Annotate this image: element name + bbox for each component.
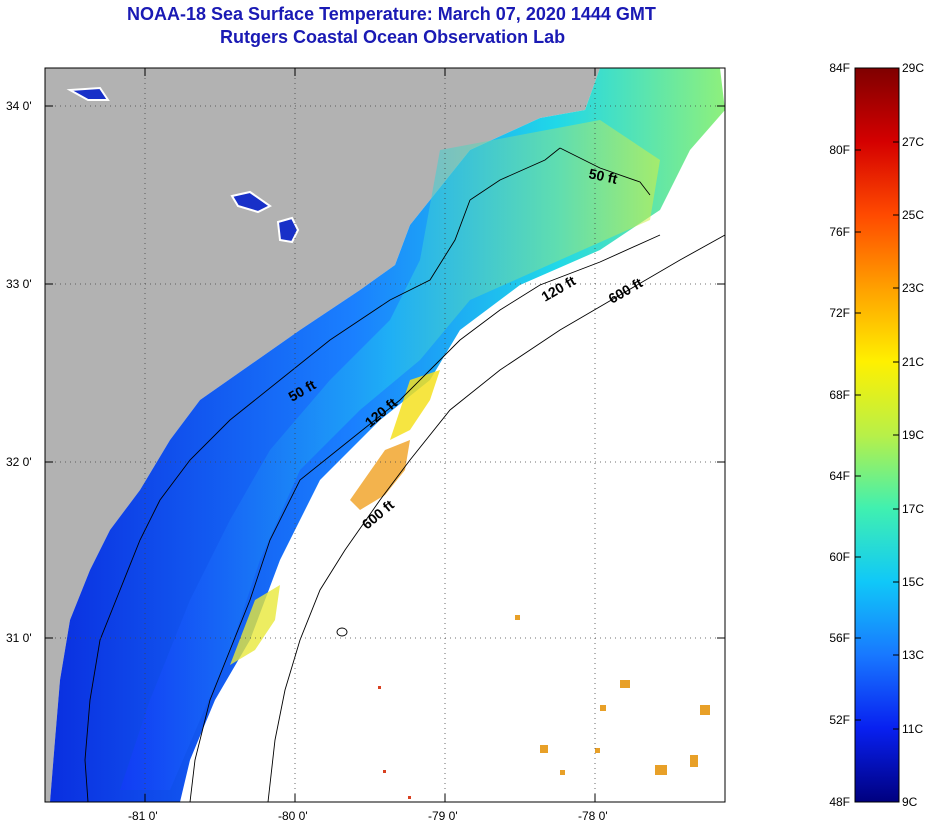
warm-patch xyxy=(390,370,440,440)
lon-label: -80 0' xyxy=(278,809,308,823)
frame-ticks xyxy=(45,68,725,802)
lat-label: 34 0' xyxy=(6,99,32,113)
colorbar-c-label: 23C xyxy=(902,281,924,295)
offshore-red-pixels xyxy=(378,686,411,799)
colorbar-c-label: 21C xyxy=(902,355,924,369)
colorbar-c-label: 25C xyxy=(902,208,924,222)
colorbar-f-label: 60F xyxy=(829,550,850,564)
colorbar-f-label: 48F xyxy=(829,795,850,809)
map-frame xyxy=(44,67,726,803)
isobath-600ft xyxy=(267,234,725,802)
isobath-label: 50 ft xyxy=(587,165,619,187)
colorbar-f-label: 68F xyxy=(829,388,850,402)
lon-label: -79 0' xyxy=(428,809,458,823)
colorbar-f-label: 84F xyxy=(829,61,850,75)
colorbar-f-label: 80F xyxy=(829,143,850,157)
colorbar-c-label: 11C xyxy=(902,722,923,736)
sst-shelf xyxy=(120,120,660,790)
lon-label: -81 0' xyxy=(128,809,158,823)
offshore-warm-pixels xyxy=(515,615,710,775)
colorbar-f-label: 64F xyxy=(829,469,850,483)
colorbar-c-label: 27C xyxy=(902,135,924,149)
map-subtitle: Rutgers Coastal Ocean Observation Lab xyxy=(220,27,566,47)
inland-lake xyxy=(66,86,110,101)
graticule xyxy=(45,68,725,802)
warm-patch xyxy=(230,585,280,665)
colorbar-f-label: 76F xyxy=(829,225,850,239)
colorbar-c-label: 17C xyxy=(902,502,924,516)
inland-lake xyxy=(230,190,272,214)
colorbar-f-label: 52F xyxy=(829,713,850,727)
isobath-50ft xyxy=(84,147,651,802)
seamount-contour xyxy=(336,627,348,637)
colorbar-f-label: 56F xyxy=(829,631,850,645)
colorbar-c-label: 9C xyxy=(902,795,918,809)
colorbar-c-label: 13C xyxy=(902,648,924,662)
lat-label: 31 0' xyxy=(6,631,32,645)
warm-patch xyxy=(350,440,410,510)
colorbar-f-label: 72F xyxy=(829,306,850,320)
colorbar xyxy=(854,67,900,803)
map-title: NOAA-18 Sea Surface Temperature: March 0… xyxy=(127,4,656,24)
isobath-120ft xyxy=(189,234,661,802)
land xyxy=(45,68,600,802)
lat-label: 32 0' xyxy=(6,455,32,469)
inland-lake xyxy=(276,216,300,244)
colorbar-c-label: 19C xyxy=(902,428,924,442)
lon-label: -78 0' xyxy=(578,809,608,823)
colorbar-c-label: 29C xyxy=(902,61,924,75)
lat-label: 33 0' xyxy=(6,277,32,291)
colorbar-ticks xyxy=(855,141,899,730)
colorbar-c-label: 15C xyxy=(902,575,924,589)
